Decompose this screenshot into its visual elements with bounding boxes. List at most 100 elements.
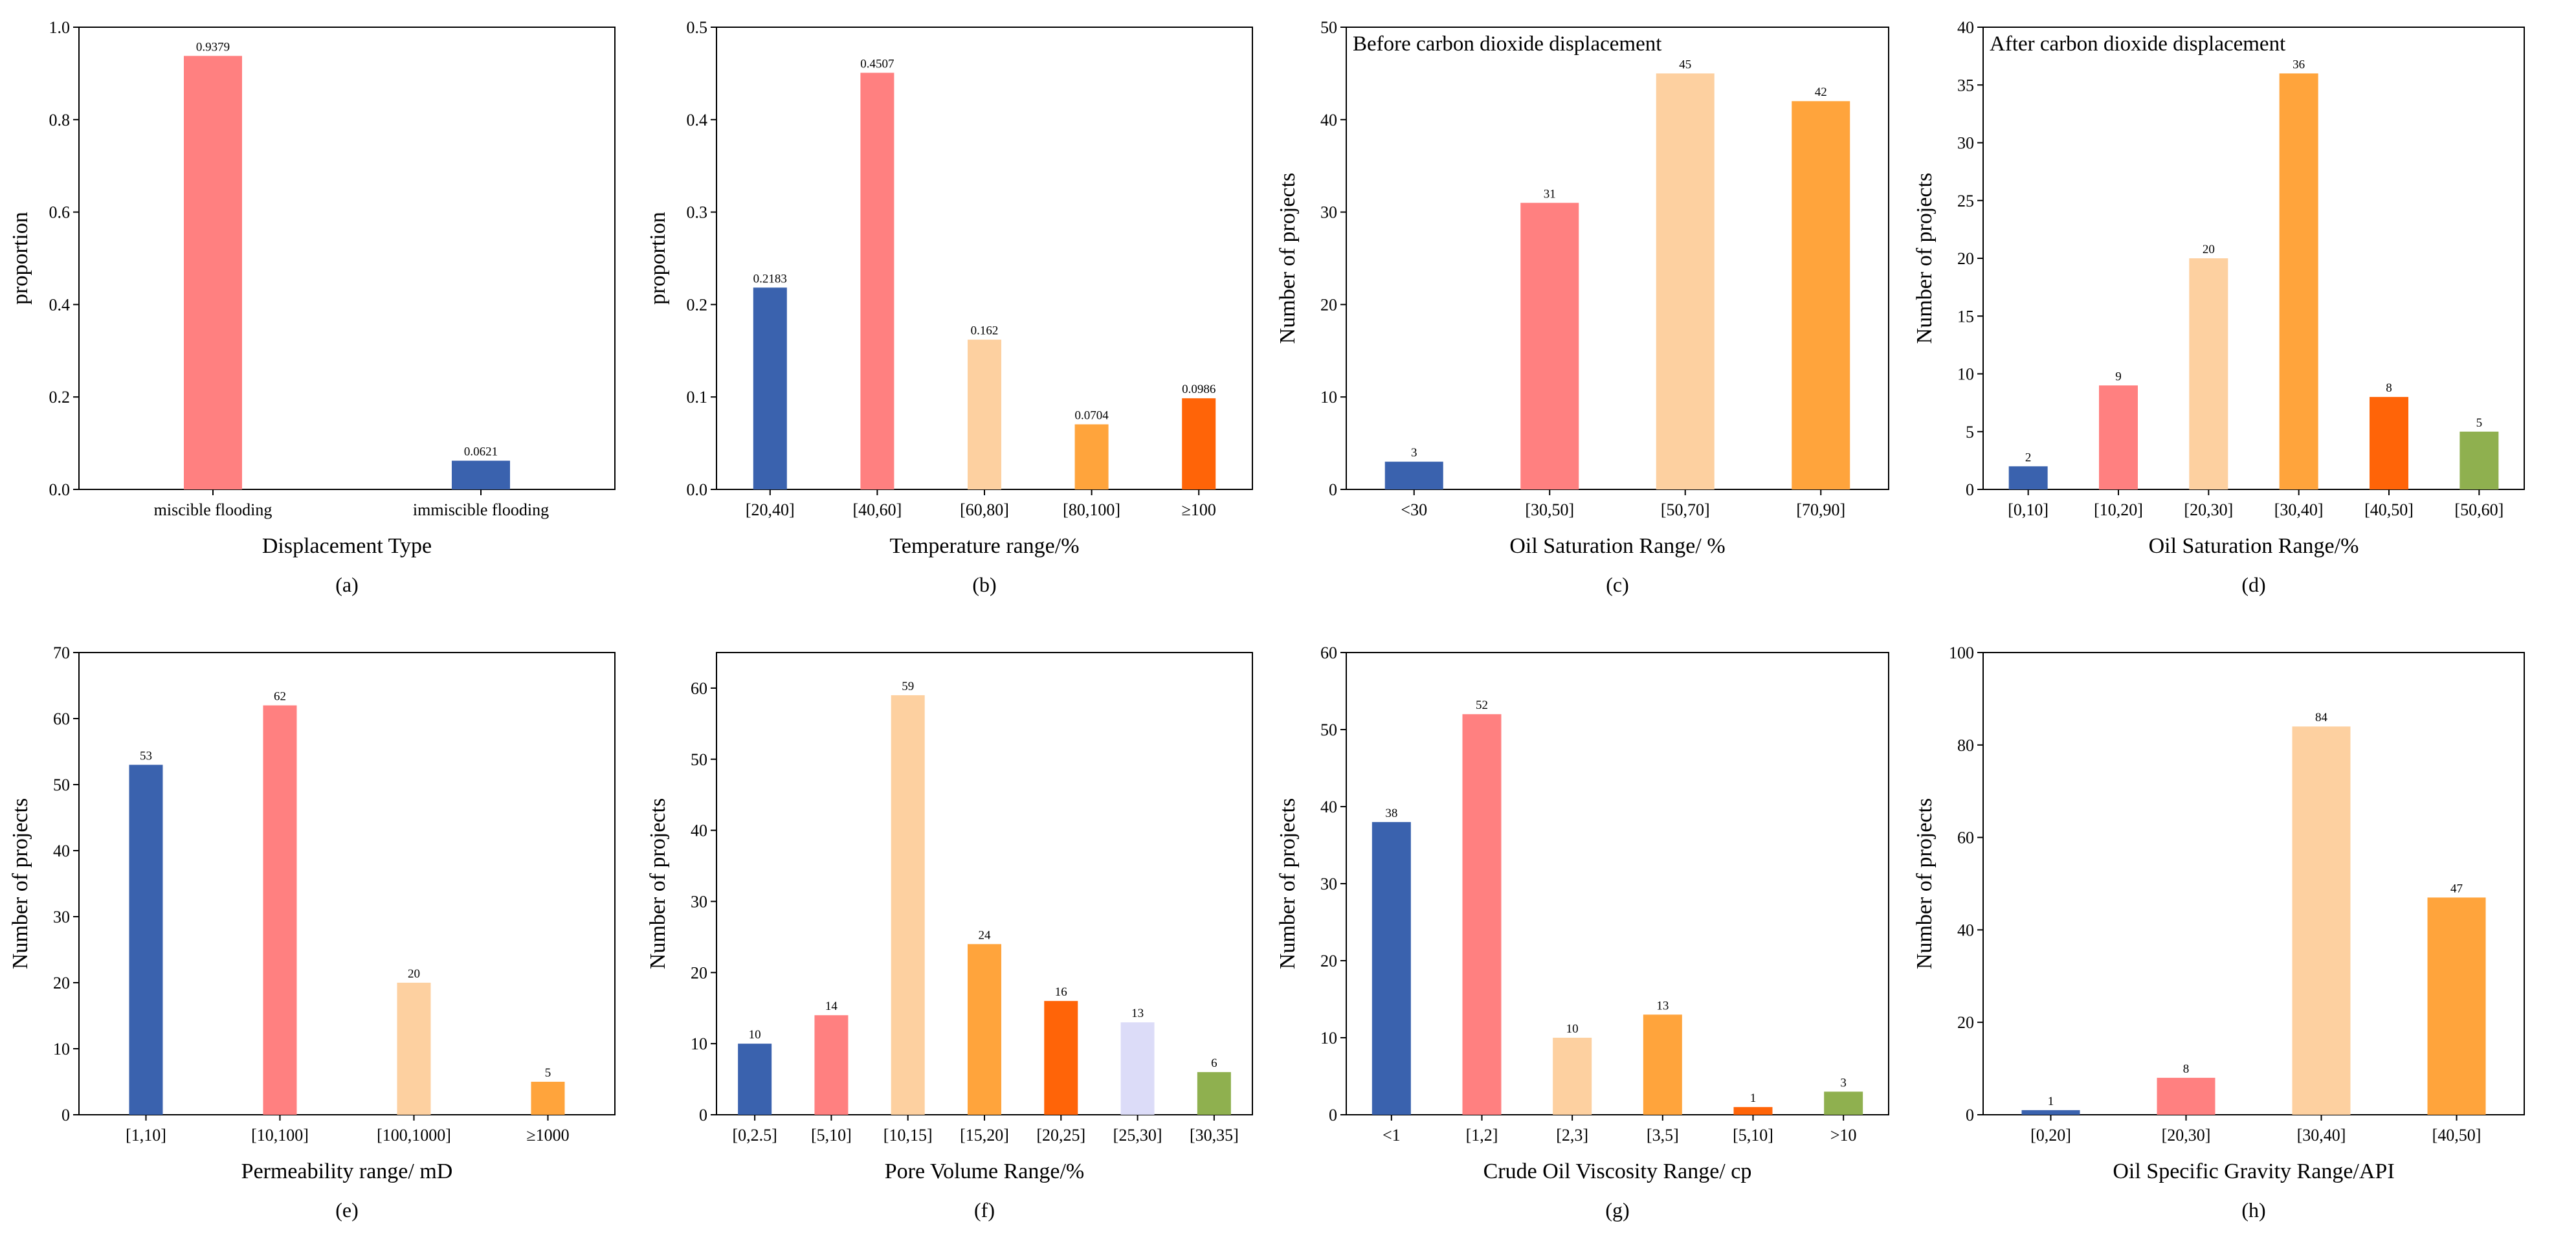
- y-tick-label: 0.0: [49, 480, 71, 499]
- x-tick-label: [15,20]: [960, 1126, 1009, 1145]
- x-tick-label: [0,2.5]: [732, 1126, 777, 1145]
- bar-value-label: 16: [1055, 985, 1067, 999]
- y-tick-label: 10: [1320, 1029, 1337, 1047]
- panel-letter: (c): [1606, 573, 1629, 596]
- y-tick-label: 25: [1957, 192, 1974, 210]
- bar-value-label: 0.4507: [860, 57, 894, 71]
- bar-4: [531, 1082, 565, 1115]
- bar-5: [2370, 397, 2408, 489]
- x-axis-label: Crude Oil Viscosity Range/ cp: [1483, 1159, 1752, 1183]
- y-tick-label: 40: [691, 822, 707, 840]
- bar-6: [1824, 1091, 1863, 1115]
- x-tick-label: [10,20]: [2094, 500, 2143, 519]
- y-tick-label: 20: [1957, 1013, 1974, 1032]
- y-tick-label: 40: [53, 842, 70, 860]
- bar-value-label: 3: [1840, 1076, 1847, 1090]
- y-tick-label: 0: [699, 1106, 707, 1124]
- x-axis-label: Displacement Type: [262, 534, 432, 558]
- bar-value-label: 9: [2115, 370, 2122, 383]
- y-tick-label: 0: [1966, 480, 1974, 499]
- bar-value-label: 8: [2386, 381, 2392, 395]
- y-axis-label: Number of projects: [1913, 173, 1937, 344]
- x-tick-label: >10: [1830, 1126, 1857, 1145]
- bar-value-label: 13: [1131, 1007, 1144, 1020]
- x-tick-label: [40,50]: [2364, 500, 2414, 519]
- bar-value-label: 62: [274, 690, 286, 704]
- bar-1: [2021, 1110, 2080, 1115]
- y-tick-label: 30: [1320, 203, 1337, 222]
- y-tick-label: 0.2: [687, 295, 708, 314]
- bar-value-label: 20: [408, 967, 420, 981]
- x-tick-label: [3,5]: [1647, 1126, 1679, 1145]
- y-tick-label: 60: [691, 679, 707, 698]
- x-tick-label: [5,10]: [1733, 1126, 1773, 1145]
- y-tick-label: 60: [1957, 829, 1974, 847]
- x-axis-label: Oil Saturation Range/ %: [1509, 534, 1725, 558]
- bar-value-label: 3: [1411, 446, 1417, 460]
- x-axis-label: Pore Volume Range/%: [885, 1159, 1085, 1183]
- bar-value-label: 0.9379: [196, 40, 230, 54]
- x-tick-label: [30,40]: [2274, 500, 2324, 519]
- y-tick-label: 30: [691, 892, 707, 911]
- y-tick-label: 0: [1966, 1106, 1974, 1124]
- x-axis-label: Temperature range/%: [889, 534, 1079, 558]
- y-tick-label: 40: [1320, 111, 1337, 129]
- x-tick-label: [30,35]: [1190, 1126, 1239, 1145]
- y-tick-label: 100: [1949, 643, 1974, 662]
- bar-2: [2099, 385, 2138, 489]
- panel-letter: (e): [335, 1198, 359, 1222]
- panel-letter: (d): [2241, 573, 2265, 596]
- bar-4: [1792, 101, 1850, 490]
- x-tick-label: <1: [1382, 1126, 1401, 1145]
- plot-frame: [1346, 652, 1889, 1115]
- y-tick-label: 35: [1957, 76, 1974, 95]
- bar-1: [1371, 822, 1411, 1115]
- chart-panel-d: 0 5 10 15 20 25 30 35 40 2 [0,10] 9 [10,20] 20 [20,30]…: [1913, 18, 2525, 596]
- bar-value-label: 0.0621: [464, 445, 498, 459]
- bar-value-label: 0.162: [971, 324, 999, 338]
- bar-value-label: 10: [1566, 1022, 1579, 1036]
- bar-2: [1520, 203, 1579, 489]
- y-tick-label: 0.1: [687, 388, 708, 407]
- y-tick-label: 50: [691, 750, 707, 769]
- bar-4: [2427, 897, 2486, 1115]
- x-tick-label: [2,3]: [1556, 1126, 1588, 1145]
- chart-panel-b: 0.0 0.1 0.2 0.3 0.4 0.5 0.2183 [20,40] 0.4507 [40…: [646, 18, 1253, 596]
- y-tick-label: 60: [1320, 643, 1337, 662]
- x-tick-label: [50,60]: [2454, 500, 2504, 519]
- y-tick-label: 0: [1329, 480, 1337, 499]
- y-tick-label: 0.0: [687, 480, 708, 499]
- bar-7: [1197, 1072, 1231, 1115]
- bar-4: [2279, 73, 2318, 489]
- y-tick-label: 0.3: [687, 203, 708, 222]
- bar-3: [2292, 726, 2351, 1115]
- bar-4: [968, 944, 1001, 1115]
- bar-value-label: 20: [2203, 243, 2215, 256]
- bar-value-label: 10: [749, 1028, 761, 1042]
- panel-letter: (b): [972, 573, 996, 596]
- bar-value-label: 59: [902, 680, 914, 693]
- y-tick-label: 20: [53, 974, 70, 992]
- y-tick-label: 10: [691, 1034, 707, 1053]
- panel-letter: (f): [974, 1198, 995, 1222]
- y-axis-label: Number of projects: [1276, 173, 1300, 344]
- bar-1: [1384, 462, 1443, 489]
- y-tick-label: 40: [1957, 921, 1974, 939]
- y-axis-label: Number of projects: [646, 798, 670, 969]
- y-axis-label: proportion: [646, 212, 670, 305]
- bar-value-label: 52: [1476, 699, 1488, 712]
- y-tick-label: 20: [1320, 952, 1337, 970]
- x-tick-label: [25,30]: [1113, 1126, 1162, 1145]
- y-tick-label: 30: [1957, 134, 1974, 153]
- x-tick-label: [20,30]: [2162, 1126, 2211, 1145]
- bar-3: [1553, 1038, 1592, 1115]
- bar-value-label: 0.2183: [753, 272, 787, 285]
- bar-2: [263, 705, 297, 1115]
- bar-5: [1182, 398, 1216, 489]
- x-tick-label: [70,90]: [1796, 500, 1845, 519]
- x-axis-label: Oil Saturation Range/%: [2149, 534, 2359, 558]
- panel-letter: (a): [335, 573, 359, 596]
- y-tick-label: 0: [61, 1106, 70, 1124]
- chart-panel-g: 0 10 20 30 40 50 60 38 <1 52 [1,2] 10 [2,3] 13 [3,5] 1 […: [1276, 643, 1889, 1222]
- chart-panel-a: 0.0 0.2 0.4 0.6 0.8 1.0 0.9379 miscible floodin…: [8, 18, 616, 596]
